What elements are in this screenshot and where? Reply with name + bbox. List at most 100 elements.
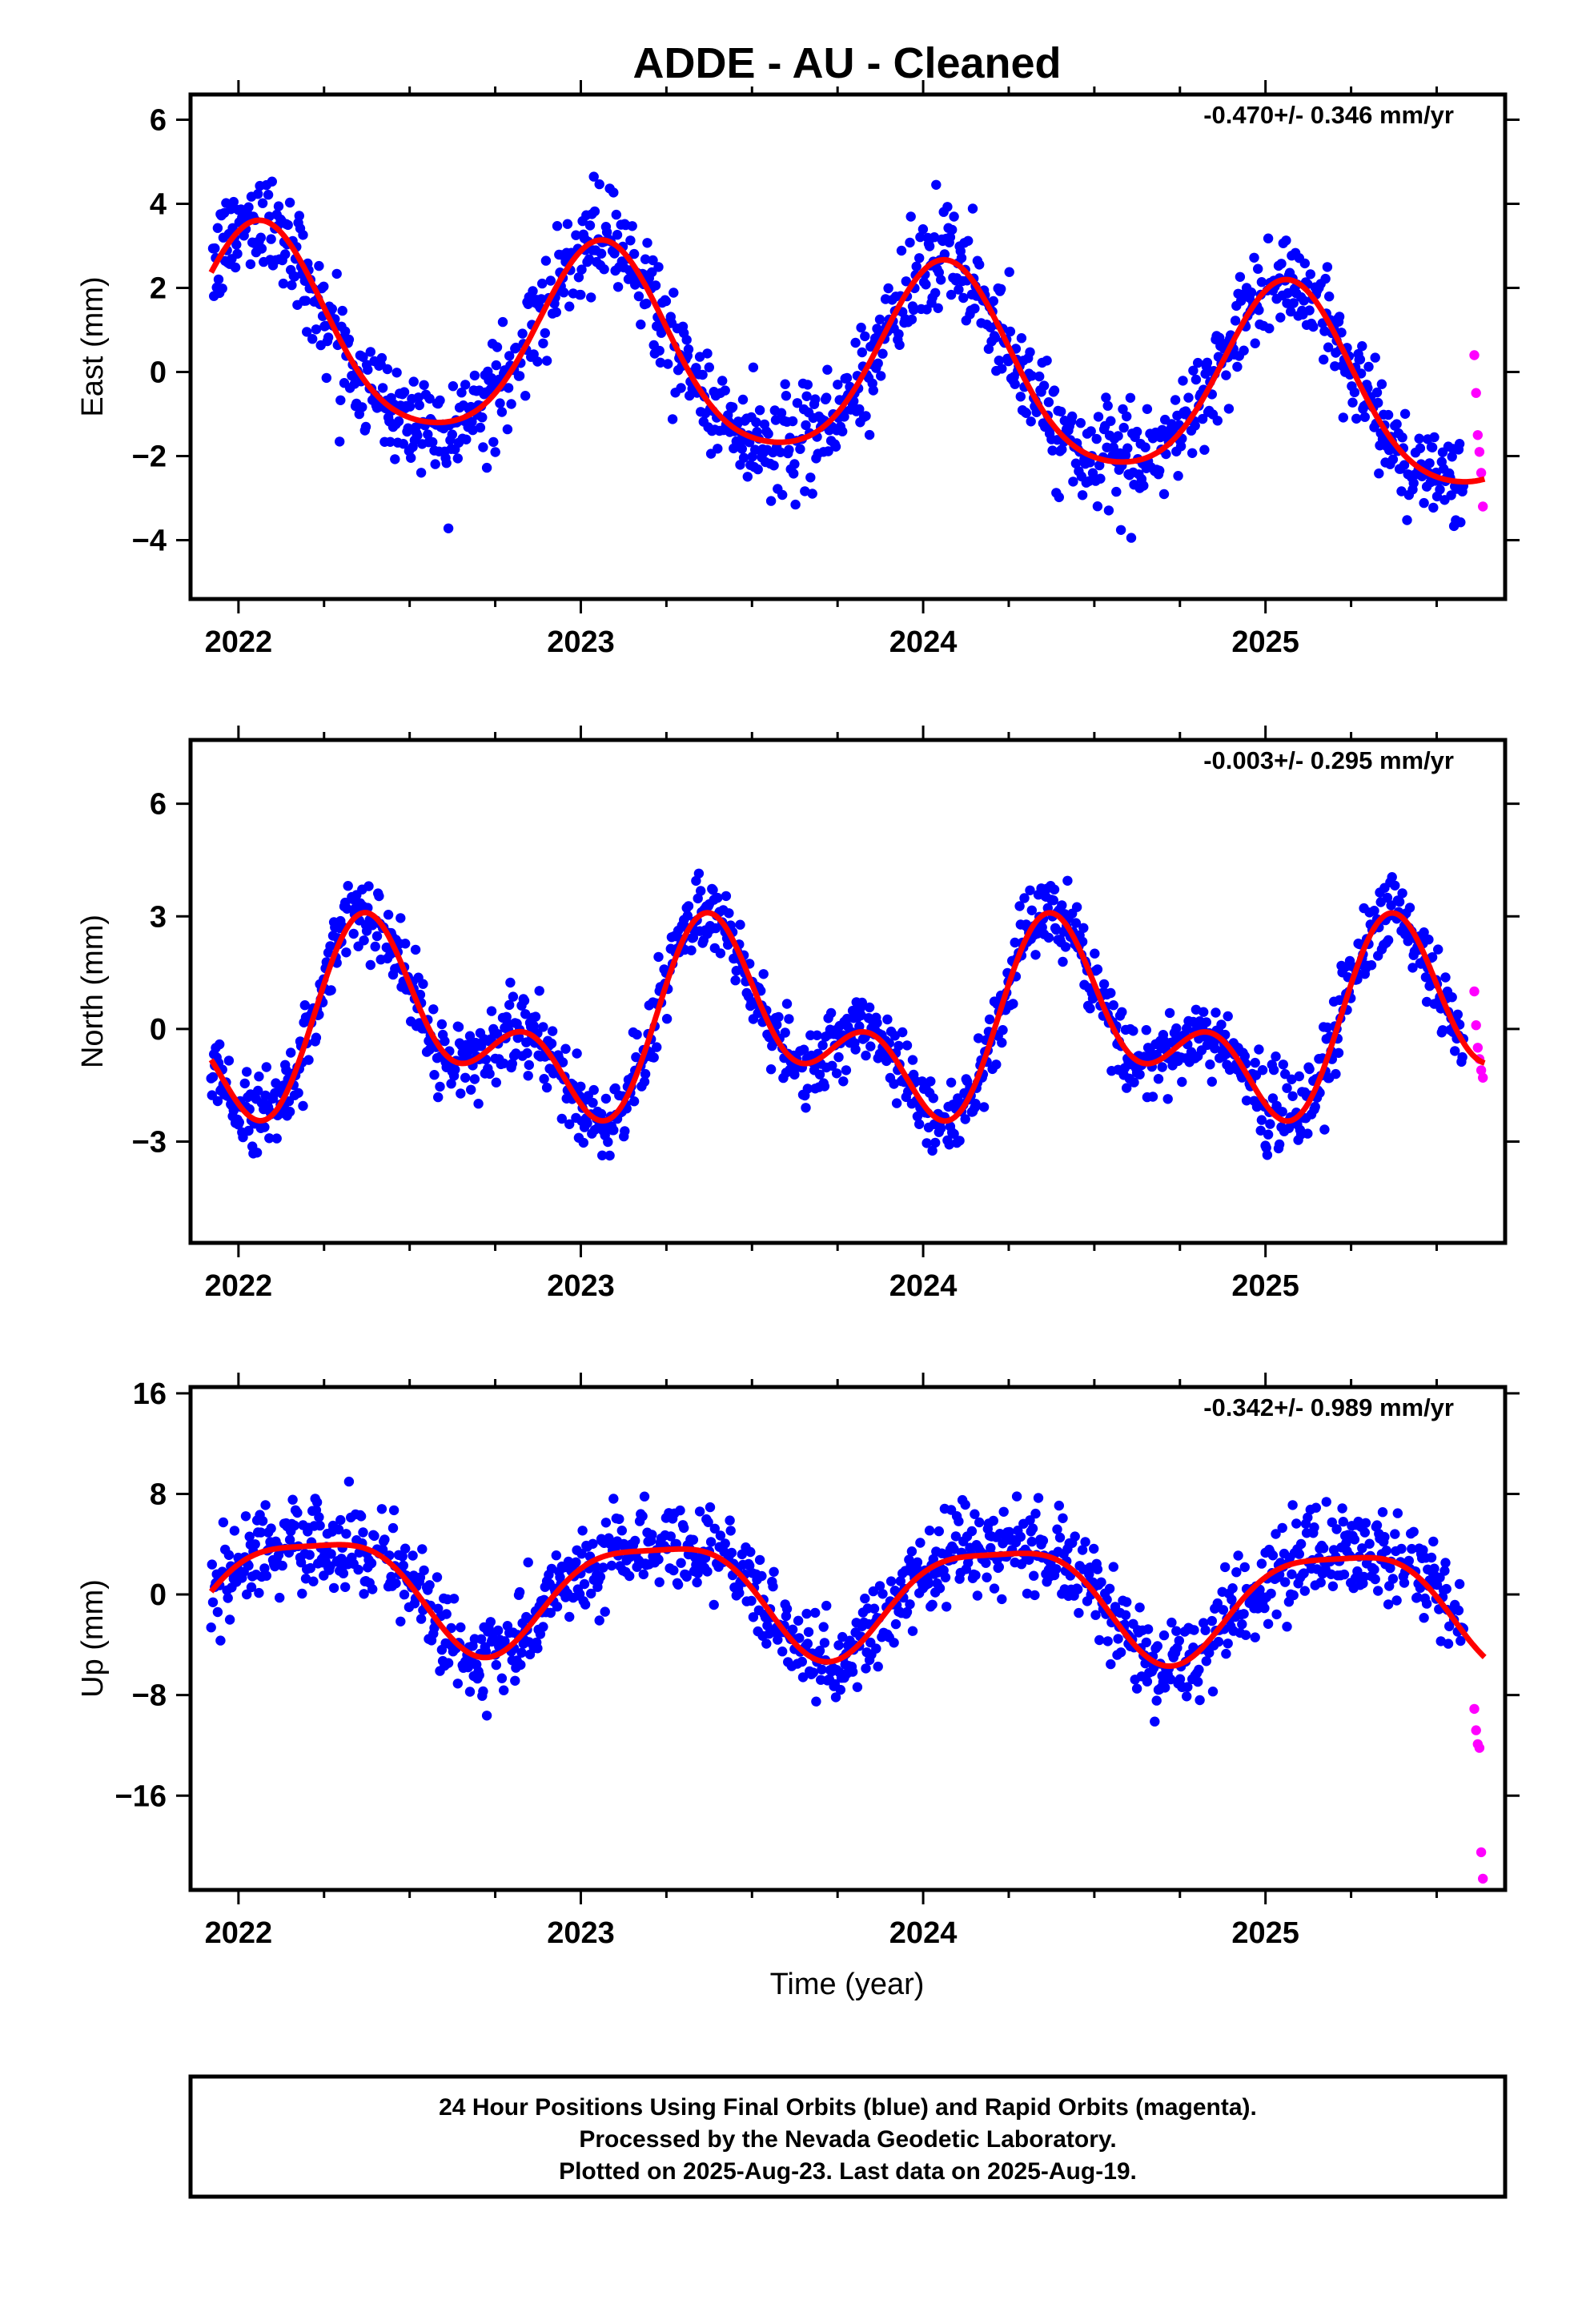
north-final-point [817, 1040, 828, 1051]
up-final-point [523, 1557, 533, 1568]
north-final-point [891, 1098, 902, 1108]
east-final-point [769, 460, 779, 471]
up-final-point [600, 1518, 612, 1528]
north-final-point [1211, 1007, 1221, 1018]
up-final-point [1051, 1564, 1062, 1574]
east-final-point [1230, 316, 1241, 326]
east-final-point [1256, 277, 1267, 287]
east-final-point [540, 255, 552, 266]
up-final-point [464, 1687, 476, 1697]
up-final-point [1360, 1518, 1371, 1529]
east-final-point [1034, 371, 1045, 382]
up-final-point [1200, 1625, 1211, 1635]
up-final-point [761, 1638, 772, 1649]
east-final-point [495, 398, 505, 408]
north-final-point [1141, 1025, 1152, 1035]
up-final-point [928, 1554, 939, 1565]
north-final-point [1423, 935, 1434, 945]
east-final-point [1383, 409, 1394, 420]
east-final-point [933, 303, 943, 313]
east-final-point [376, 352, 387, 364]
up-final-point [432, 1572, 443, 1582]
east-final-point [358, 352, 368, 362]
north-final-point [1216, 1019, 1227, 1030]
up-final-point [478, 1686, 488, 1697]
up-final-point [1150, 1716, 1160, 1727]
north-final-point [1108, 1000, 1119, 1011]
east-final-point [551, 307, 561, 318]
east-final-point [1178, 376, 1188, 386]
east-final-point [1264, 323, 1275, 334]
up-final-point [1158, 1630, 1170, 1641]
up-final-point [1080, 1537, 1090, 1547]
up-final-point [1266, 1588, 1276, 1599]
north-final-point [1153, 1074, 1164, 1084]
up-final-point [1074, 1607, 1084, 1618]
east-final-point [424, 393, 435, 404]
up-y-tick-label: 8 [150, 1478, 167, 1511]
up-final-point [1027, 1523, 1038, 1534]
east-final-point [1158, 489, 1170, 500]
east-final-point [641, 298, 652, 309]
up-panel: 2022 2023 2024 2025 −16 −8 0 8 16 Up (mm) -0.342+/… [76, 1373, 1520, 1950]
up-final-point [1390, 1529, 1400, 1539]
north-final-point [856, 1010, 866, 1021]
east-final-point [1281, 235, 1291, 246]
north-final-point [825, 1007, 837, 1019]
east-final-point [1435, 485, 1445, 495]
east-final-point [789, 459, 800, 469]
east-final-point [929, 232, 940, 243]
north-final-point [648, 1052, 659, 1063]
up-final-point [292, 1507, 303, 1518]
north-final-point [343, 881, 353, 891]
up-final-point [1106, 1659, 1116, 1670]
up-final-point [950, 1531, 962, 1542]
up-final-point [1377, 1507, 1388, 1518]
up-final-point [1188, 1642, 1199, 1653]
east-final-point [1223, 404, 1235, 414]
north-final-point [715, 948, 726, 959]
east-final-point [864, 429, 875, 440]
up-y-tick-label: 0 [150, 1578, 167, 1612]
up-x-tick-label: 2024 [889, 1916, 958, 1950]
north-final-point [1421, 996, 1432, 1007]
north-final-point [363, 881, 374, 891]
north-final-point [298, 1100, 308, 1112]
north-final-point [861, 1050, 871, 1061]
east-final-point [877, 348, 888, 359]
east-final-point [936, 275, 946, 285]
east-final-point [1299, 296, 1309, 306]
east-final-point [278, 278, 289, 289]
up-final-point [874, 1581, 885, 1591]
north-final-point [1060, 942, 1071, 952]
east-final-point [399, 387, 410, 397]
east-final-point [1402, 515, 1412, 525]
up-final-point [639, 1491, 650, 1502]
north-final-point [1369, 906, 1379, 916]
up-final-point [443, 1658, 454, 1668]
east-final-point [905, 211, 916, 222]
north-final-point [473, 1099, 484, 1109]
east-final-point [683, 344, 694, 355]
north-final-point [325, 941, 335, 951]
north-final-point [1433, 944, 1443, 955]
east-final-point [1021, 408, 1032, 418]
up-final-point [353, 1564, 363, 1575]
east-final-point [1288, 298, 1299, 308]
north-final-point [864, 1002, 875, 1013]
north-final-point [326, 985, 336, 995]
east-final-point [506, 399, 516, 409]
up-final-point [273, 1550, 284, 1560]
east-final-point [1419, 497, 1429, 509]
east-final-point [909, 304, 919, 316]
north-final-point [608, 1125, 619, 1136]
east-final-point [921, 279, 931, 290]
north-final-point [1223, 1011, 1233, 1022]
up-final-point [516, 1647, 527, 1658]
east-final-point [343, 334, 355, 345]
figure-title: ADDE - AU - Cleaned [632, 39, 1061, 87]
east-final-point [1399, 460, 1410, 470]
up-final-point [1271, 1609, 1282, 1620]
east-final-point [1077, 490, 1088, 501]
east-final-point [1138, 480, 1149, 491]
